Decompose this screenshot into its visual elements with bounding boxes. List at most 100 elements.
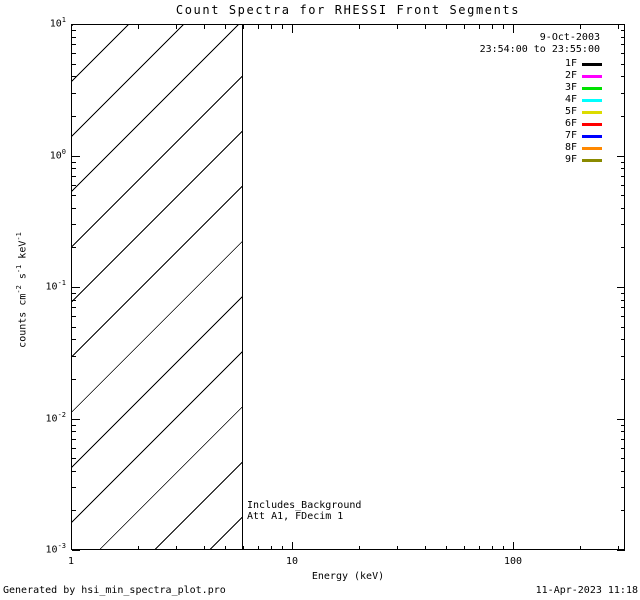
- x-axis-minor-tick: [425, 546, 426, 550]
- y-tick-label: 100: [49, 148, 66, 162]
- legend-item-label: 5F: [564, 106, 577, 117]
- x-axis-minor-tick: [618, 25, 619, 29]
- y-axis-minor-tick: [621, 93, 625, 94]
- x-axis-minor-tick: [397, 546, 398, 550]
- legend-color-swatch: [582, 146, 602, 150]
- y-axis-minor-tick: [72, 168, 76, 169]
- legend-item-label: 7F: [564, 130, 577, 141]
- x-axis-minor-tick: [492, 546, 493, 550]
- legend-item-label: 9F: [564, 154, 577, 165]
- x-axis-minor-tick: [176, 546, 177, 550]
- x-axis-minor-tick: [282, 25, 283, 29]
- x-axis-minor-tick: [479, 25, 480, 29]
- y-axis-minor-tick: [72, 425, 76, 426]
- y-axis-minor-tick: [621, 327, 625, 328]
- y-axis-minor-tick: [72, 316, 76, 317]
- render-timestamp-label: 11-Apr-2023 11:18: [535, 585, 638, 596]
- x-axis-minor-tick: [446, 25, 447, 29]
- y-axis-minor-tick: [72, 307, 76, 308]
- legend-item: 2F: [565, 70, 602, 82]
- y-axis-minor-tick: [621, 37, 625, 38]
- y-axis-minor-tick: [72, 510, 76, 511]
- y-axis-label-exponent: -2: [15, 285, 23, 294]
- generated-by-label: Generated by hsi_min_spectra_plot.pro: [3, 585, 226, 596]
- y-axis-minor-tick: [72, 471, 76, 472]
- y-axis-major-tick: [72, 287, 80, 288]
- y-axis-minor-tick: [621, 208, 625, 209]
- y-axis-major-tick: [617, 287, 625, 288]
- y-axis-minor-tick: [621, 185, 625, 186]
- y-axis-minor-tick: [621, 425, 625, 426]
- y-axis-minor-tick: [72, 356, 76, 357]
- y-axis-minor-tick: [621, 162, 625, 163]
- y-axis-minor-tick: [621, 307, 625, 308]
- legend-item-label: 3F: [564, 82, 577, 93]
- legend-item: 6F: [565, 118, 602, 130]
- y-axis-minor-tick: [72, 448, 76, 449]
- observation-date-label: 9-Oct-2003: [539, 32, 600, 43]
- legend-item: 8F: [565, 142, 602, 154]
- legend: 1F 2F 3F 4F 5F 6F 7F 8F 9F: [565, 58, 602, 166]
- y-axis-minor-tick: [621, 510, 625, 511]
- y-axis-label-exponent: -1: [15, 232, 23, 241]
- x-axis-minor-tick: [425, 25, 426, 29]
- y-axis-minor-tick: [621, 53, 625, 54]
- y-axis-minor-tick: [72, 195, 76, 196]
- x-axis-minor-tick: [618, 546, 619, 550]
- x-axis-major-tick: [71, 542, 72, 550]
- y-axis-minor-tick: [72, 379, 76, 380]
- legend-item-label: 1F: [564, 58, 577, 69]
- y-axis-major-tick: [72, 550, 80, 551]
- annotation-block: Includes_Background Att A1, FDecim 1: [247, 500, 361, 522]
- legend-color-swatch: [582, 86, 602, 90]
- y-axis-minor-tick: [621, 448, 625, 449]
- x-axis-minor-tick: [580, 25, 581, 29]
- y-axis-major-tick: [617, 550, 625, 551]
- x-axis-minor-tick: [397, 25, 398, 29]
- legend-item: 5F: [565, 106, 602, 118]
- x-axis-major-tick: [71, 25, 72, 33]
- x-axis-minor-tick: [359, 546, 360, 550]
- observation-time-range-label: 23:54:00 to 23:55:00: [479, 44, 600, 55]
- y-axis-minor-tick: [621, 64, 625, 65]
- y-axis-minor-tick: [621, 76, 625, 77]
- y-axis-major-tick: [72, 24, 80, 25]
- y-axis-minor-tick: [621, 247, 625, 248]
- legend-item-label: 6F: [564, 118, 577, 129]
- legend-color-swatch: [582, 122, 602, 126]
- y-axis-minor-tick: [72, 185, 76, 186]
- y-axis-minor-tick: [72, 224, 76, 225]
- x-axis-major-tick: [292, 25, 293, 33]
- y-axis-minor-tick: [621, 293, 625, 294]
- annotation-includes-background: Includes_Background: [247, 500, 362, 511]
- y-axis-minor-tick: [72, 439, 76, 440]
- y-axis-minor-tick: [72, 37, 76, 38]
- y-axis-minor-tick: [72, 458, 76, 459]
- x-axis-major-tick: [513, 25, 514, 33]
- legend-item-label: 8F: [564, 142, 577, 153]
- y-axis-minor-tick: [621, 316, 625, 317]
- y-axis-minor-tick: [621, 168, 625, 169]
- y-axis-minor-tick: [621, 471, 625, 472]
- y-axis-label: counts cm-2 s-1 keV-1: [15, 232, 29, 348]
- legend-item: 3F: [565, 82, 602, 94]
- y-tick-label: 101: [49, 16, 66, 30]
- x-axis-minor-tick: [479, 546, 480, 550]
- hatched-lowenergy-region: [72, 25, 243, 550]
- x-axis-minor-tick: [138, 25, 139, 29]
- x-axis-minor-tick: [446, 546, 447, 550]
- y-axis-minor-tick: [621, 116, 625, 117]
- y-axis-minor-tick: [72, 339, 76, 340]
- x-axis-major-tick: [513, 542, 514, 550]
- x-axis-minor-tick: [204, 25, 205, 29]
- x-tick-label: 1: [67, 556, 75, 567]
- x-axis-minor-tick: [271, 546, 272, 550]
- y-axis-minor-tick: [72, 53, 76, 54]
- y-axis-minor-tick: [72, 247, 76, 248]
- y-axis-minor-tick: [72, 327, 76, 328]
- plot-title: Count Spectra for RHESSI Front Segments: [175, 3, 521, 17]
- y-axis-major-tick: [72, 156, 80, 157]
- x-axis-minor-tick: [359, 25, 360, 29]
- y-tick-label: 10-2: [45, 411, 66, 425]
- y-axis-label-exponent: -1: [15, 264, 23, 274]
